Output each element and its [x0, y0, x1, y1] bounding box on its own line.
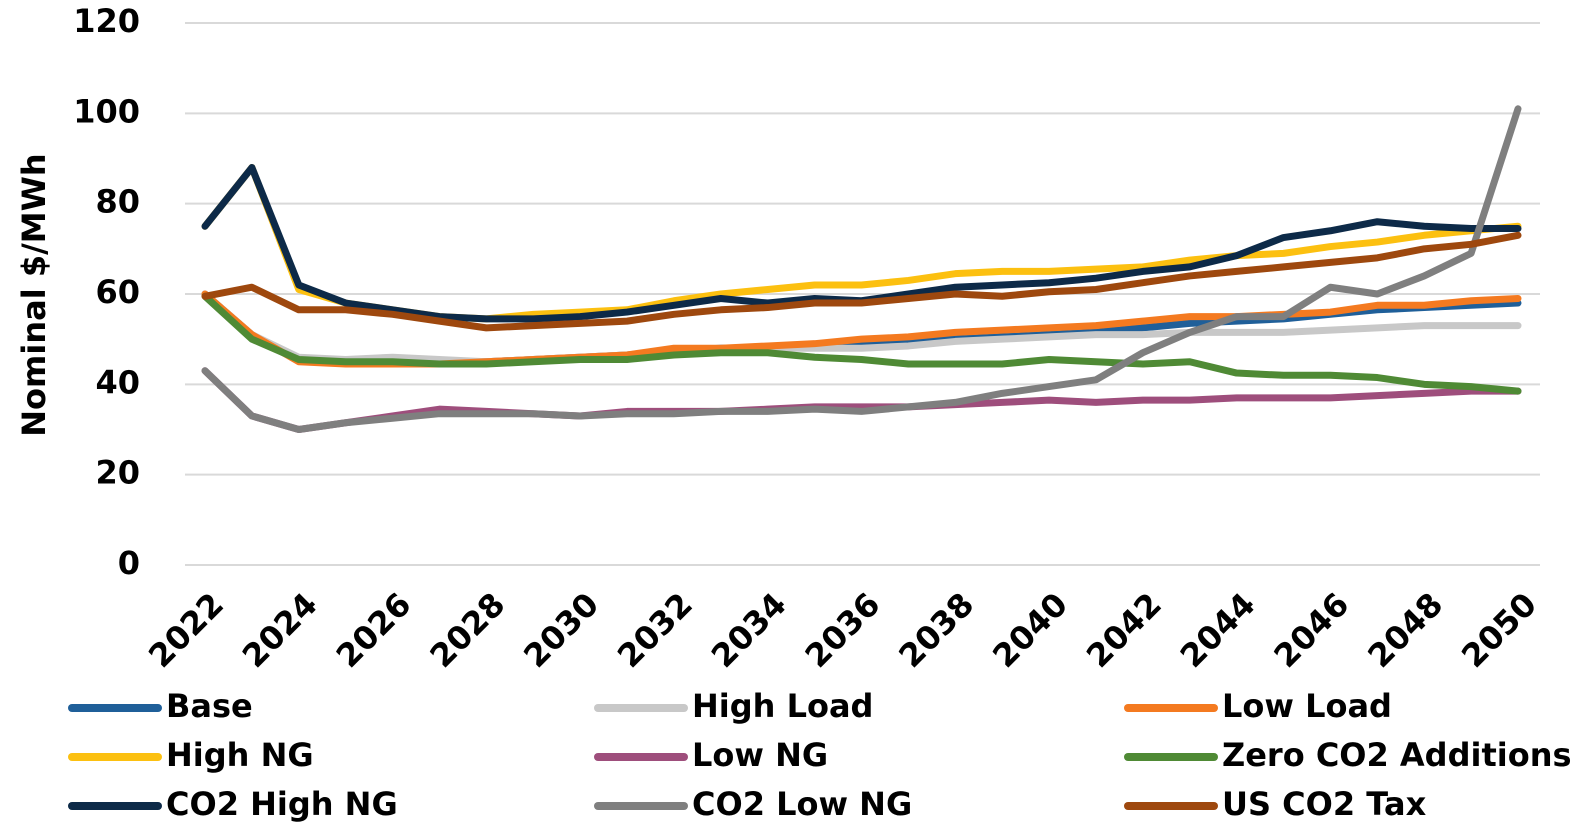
- series-line: [201, 231, 1522, 332]
- y-tick-label: 120: [73, 2, 140, 40]
- x-tick-label: 2026: [329, 585, 419, 675]
- legend-label: Low NG: [692, 736, 828, 774]
- y-tick-label: 0: [118, 544, 140, 582]
- legend-label: CO2 Low NG: [692, 785, 912, 823]
- x-tick-label: 2044: [1173, 585, 1263, 675]
- x-tick-label: 2036: [798, 585, 888, 675]
- x-tick-label: 2032: [610, 585, 700, 675]
- x-tick-label: 2042: [1079, 585, 1169, 675]
- y-tick-label: 80: [95, 183, 140, 221]
- x-tick-label: 2034: [704, 585, 794, 675]
- series-line: [201, 290, 1522, 366]
- legend-label: CO2 High NG: [166, 785, 398, 823]
- y-tick-label: 20: [95, 454, 140, 492]
- y-tick-label: 100: [73, 92, 140, 130]
- x-tick-label: 2038: [891, 585, 981, 675]
- legend-label: High NG: [166, 736, 314, 774]
- y-axis-label: Nominal $/MWh: [15, 153, 53, 436]
- legend-label: High Load: [692, 687, 873, 725]
- series-line: [201, 367, 1522, 433]
- legend-label: Base: [166, 687, 253, 725]
- legend-label: US CO2 Tax: [1222, 785, 1427, 823]
- y-tick-label: 60: [95, 273, 140, 311]
- x-tick-label: 2028: [423, 585, 513, 675]
- x-tick-label: 2046: [1267, 585, 1357, 675]
- y-tick-label: 40: [95, 363, 140, 401]
- x-tick-label: 2050: [1454, 585, 1544, 675]
- legend-label: Low Load: [1222, 687, 1392, 725]
- x-tick-label: 2048: [1360, 585, 1450, 675]
- legend-label: Zero CO2 Additions: [1222, 736, 1572, 774]
- x-tick-label: 2040: [985, 585, 1075, 675]
- x-tick-label: 2022: [141, 585, 231, 675]
- series-line: [201, 292, 1522, 395]
- series-line: [201, 105, 1522, 433]
- x-tick-label: 2030: [516, 585, 606, 675]
- x-tick-label: 2024: [235, 585, 325, 675]
